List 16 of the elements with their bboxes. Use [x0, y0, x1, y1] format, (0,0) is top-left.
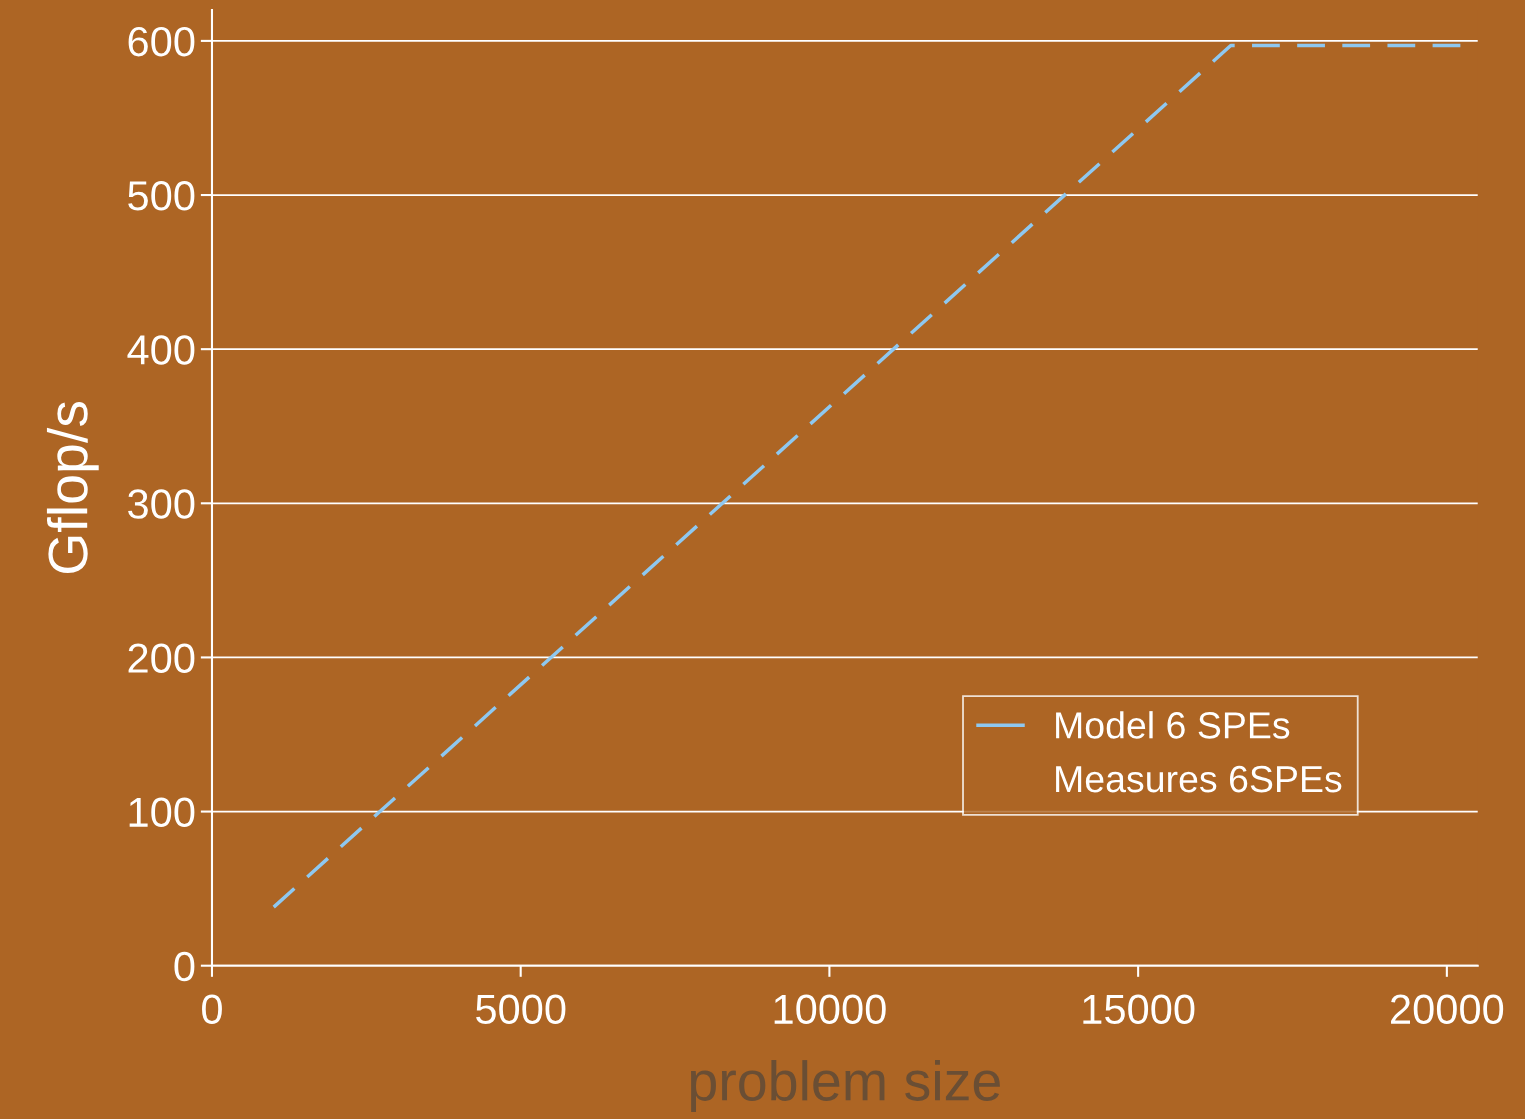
y-axis-title: Gflop/s — [46, 401, 99, 574]
y-tick-label: 300 — [128, 489, 195, 519]
x-tick-label: 20000 — [1391, 994, 1504, 1025]
y-tick-label: 500 — [128, 181, 195, 211]
y-tick-label: 200 — [128, 643, 195, 673]
x-tick-label: 0 — [202, 994, 222, 1025]
x-tick-label: 5000 — [476, 994, 566, 1025]
legend-label: Model 6 SPEs — [1056, 711, 1290, 739]
y-tick-label: 100 — [129, 797, 195, 828]
y-tick-label: 0 — [174, 951, 195, 982]
x-axis-title: problem size — [690, 1060, 1000, 1112]
x-tick-label: 10000 — [774, 994, 886, 1025]
y-tick-label: 400 — [127, 335, 195, 365]
y-tick-label: 600 — [128, 26, 195, 57]
text: Measures 6SPEs — [1056, 765, 1342, 793]
x-tick-label: 15000 — [1083, 994, 1195, 1025]
